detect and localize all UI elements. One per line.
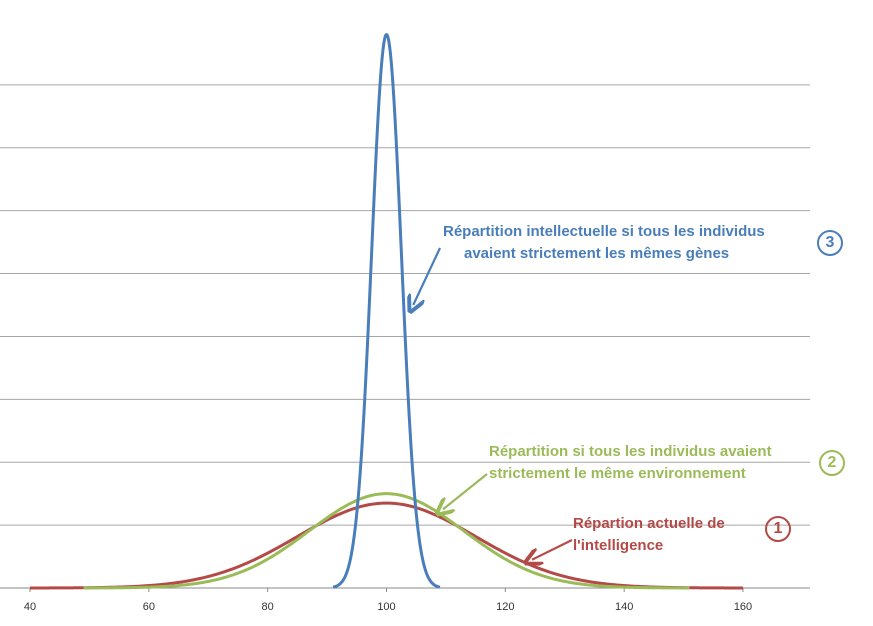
annotation-2: Répartition si tous les individus avaien…: [489, 441, 772, 485]
annotation-2-line-1: Répartition si tous les individus avaien…: [489, 443, 772, 460]
x-axis: 40 60 80 100 120 140 160: [0, 587, 810, 613]
x-tick-label: 160: [734, 601, 752, 613]
x-tick-label: 60: [143, 601, 155, 613]
series-s2-line: [83, 492, 690, 590]
annotation-3-line-2: avaient strictement les mêmes gènes: [464, 245, 730, 262]
annotation-3-line-1: Répartition intellectuelle si tous les i…: [443, 223, 765, 240]
annotation-3: Répartition intellectuelle si tous les i…: [443, 221, 765, 265]
series-s1-line: [30, 501, 743, 590]
badge-1: 1: [765, 516, 791, 542]
annotation-2-line-2: strictement le même environnement: [489, 465, 746, 482]
gridlines: [0, 84, 810, 526]
badge-2: 2: [819, 450, 845, 476]
x-tick-label: 140: [615, 601, 633, 613]
curves: [30, 33, 743, 590]
annotation-1: Répartion actuelle de l'intelligence: [573, 513, 725, 557]
arrow-a2: [443, 473, 488, 509]
annotation-1-line-1: Répartion actuelle de: [573, 515, 725, 532]
arrow-a3: [413, 247, 441, 305]
x-tick-label: 40: [24, 601, 36, 613]
x-tick-label: 80: [262, 601, 274, 613]
badge-3: 3: [817, 230, 843, 256]
annotation-arrows: [413, 247, 573, 560]
arrow-a1: [532, 539, 573, 560]
annotation-1-line-2: l'intelligence: [573, 537, 664, 554]
x-tick-label: 100: [377, 601, 395, 613]
x-tick-label: 120: [496, 601, 514, 613]
series-s3-line: [331, 33, 442, 589]
